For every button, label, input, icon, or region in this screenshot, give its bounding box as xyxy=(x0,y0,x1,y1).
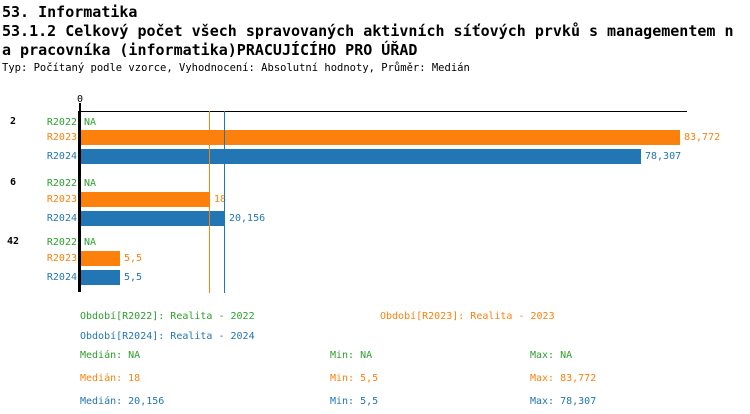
row-label-r2024: R2024 xyxy=(46,272,77,283)
stat-max-r2023: Max: 83,772 xyxy=(530,373,597,384)
x-axis-top-line xyxy=(78,111,687,112)
bar-value-label: 5,5 xyxy=(124,272,143,283)
group-label: 2 xyxy=(9,116,17,127)
indicator-title-line2: a pracovníka (informatika)PRACUJÍCÍHO PR… xyxy=(2,41,418,59)
bar-value-label: 5,5 xyxy=(124,253,143,264)
bar-value-label: 20,156 xyxy=(229,213,266,224)
group-label: 42 xyxy=(6,236,20,247)
row-label-r2023: R2023 xyxy=(46,194,77,205)
bar-value-na: NA xyxy=(84,178,97,189)
row-label-r2022: R2022 xyxy=(46,117,77,128)
bar-r2023 xyxy=(81,251,120,266)
bar-r2024 xyxy=(81,211,225,226)
median-line-r2024 xyxy=(224,111,225,293)
group-label: 6 xyxy=(9,177,17,188)
bar-value-na: NA xyxy=(84,237,97,248)
stat-max-r2024: Max: 78,307 xyxy=(530,396,597,407)
row-label-r2022: R2022 xyxy=(46,237,77,248)
bar-value-label: 78,307 xyxy=(645,151,682,162)
stat-max-r2022: Max: NA xyxy=(530,350,573,361)
y-axis-line xyxy=(78,111,81,292)
stat-median-r2022: Medián: NA xyxy=(80,350,141,361)
stat-min-r2024: Min: 5,5 xyxy=(330,396,379,407)
bar-r2024 xyxy=(81,149,641,164)
stat-min-r2023: Min: 5,5 xyxy=(330,373,379,384)
row-label-r2023: R2023 xyxy=(46,132,77,143)
bar-r2024 xyxy=(81,270,120,285)
legend-r2024: Období[R2024]: Realita - 2024 xyxy=(80,331,255,342)
bar-value-label: 83,772 xyxy=(684,132,721,143)
median-line-r2023 xyxy=(209,111,210,293)
x-axis-tick-mark xyxy=(79,103,81,111)
legend-r2022: Období[R2022]: Realita - 2022 xyxy=(80,311,255,322)
stat-median-r2024: Medián: 20,156 xyxy=(80,396,165,407)
bar-r2023 xyxy=(81,130,680,145)
row-label-r2022: R2022 xyxy=(46,178,77,189)
stat-median-r2023: Medián: 18 xyxy=(80,373,141,384)
row-label-r2024: R2024 xyxy=(46,151,77,162)
bar-value-na: NA xyxy=(84,117,97,128)
stat-min-r2022: Min: NA xyxy=(330,350,373,361)
bar-r2023 xyxy=(81,192,210,207)
bar-value-label: 18 xyxy=(214,194,227,205)
indicator-title-line1: 53.1.2 Celkový počet všech spravovaných … xyxy=(2,22,734,40)
indicator-meta: Typ: Počítaný podle vzorce, Vyhodnocení:… xyxy=(2,62,470,74)
page-title: 53. Informatika xyxy=(2,3,138,21)
row-label-r2023: R2023 xyxy=(46,253,77,264)
row-label-r2024: R2024 xyxy=(46,213,77,224)
legend-r2023: Období[R2023]: Realita - 2023 xyxy=(380,311,555,322)
x-axis-zero-tick-label: 0 xyxy=(76,94,84,105)
